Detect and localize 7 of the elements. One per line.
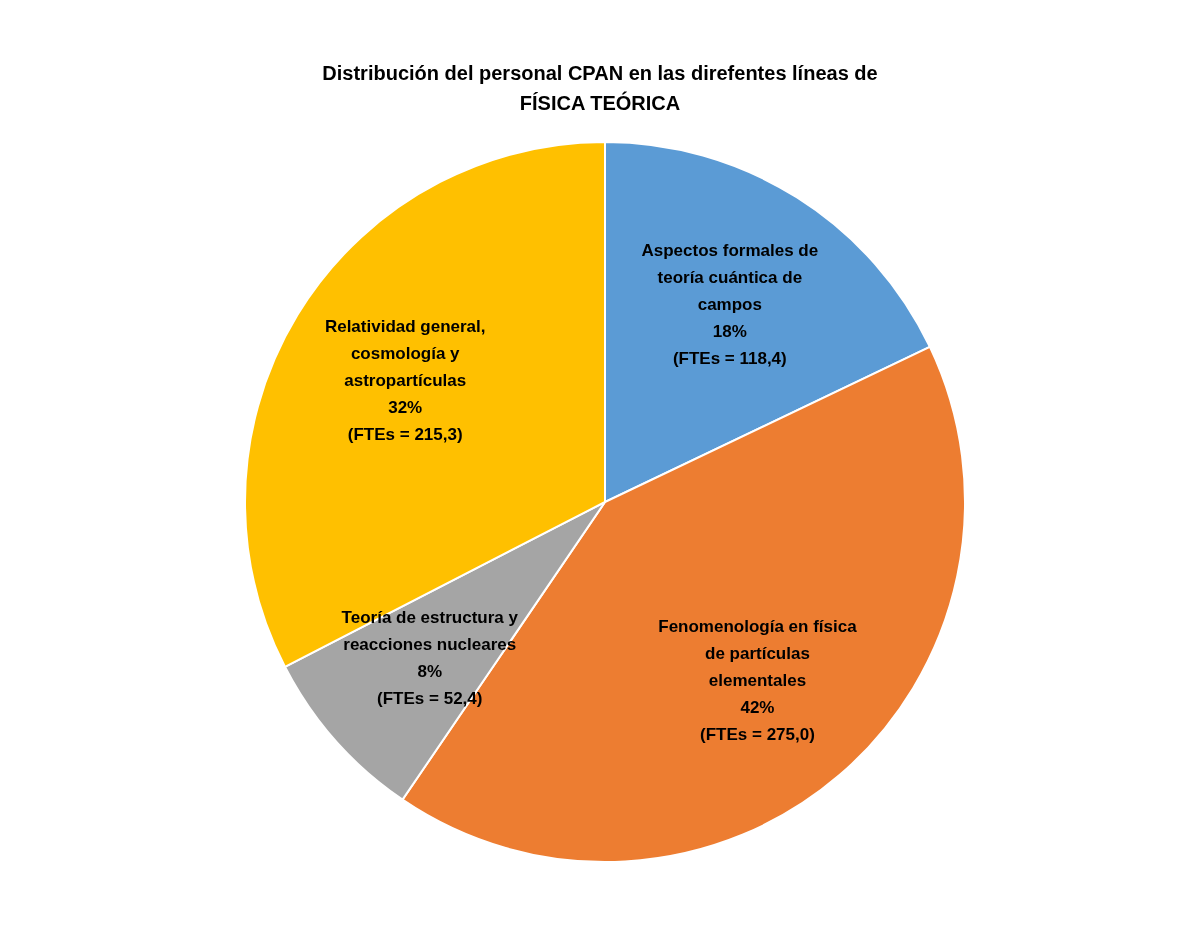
- data-label: 42% (FTEs = 275,0): [700, 697, 815, 744]
- chart-title: Distribución del personal CPAN en las direfentes líneas de FÍSICA TEÓRICA: [321, 61, 879, 116]
- slice-label: Relatividad general, cosmología y astropartículas: [324, 316, 486, 390]
- slice-label: Fenomenología en física de partículas elementales: [658, 616, 858, 690]
- slice-label: Aspectos formales de teoría cuántica de campos: [641, 240, 819, 314]
- data-label: 32% (FTEs = 215,3): [347, 397, 463, 444]
- data-label: 18% (FTEs = 118,4): [672, 321, 787, 368]
